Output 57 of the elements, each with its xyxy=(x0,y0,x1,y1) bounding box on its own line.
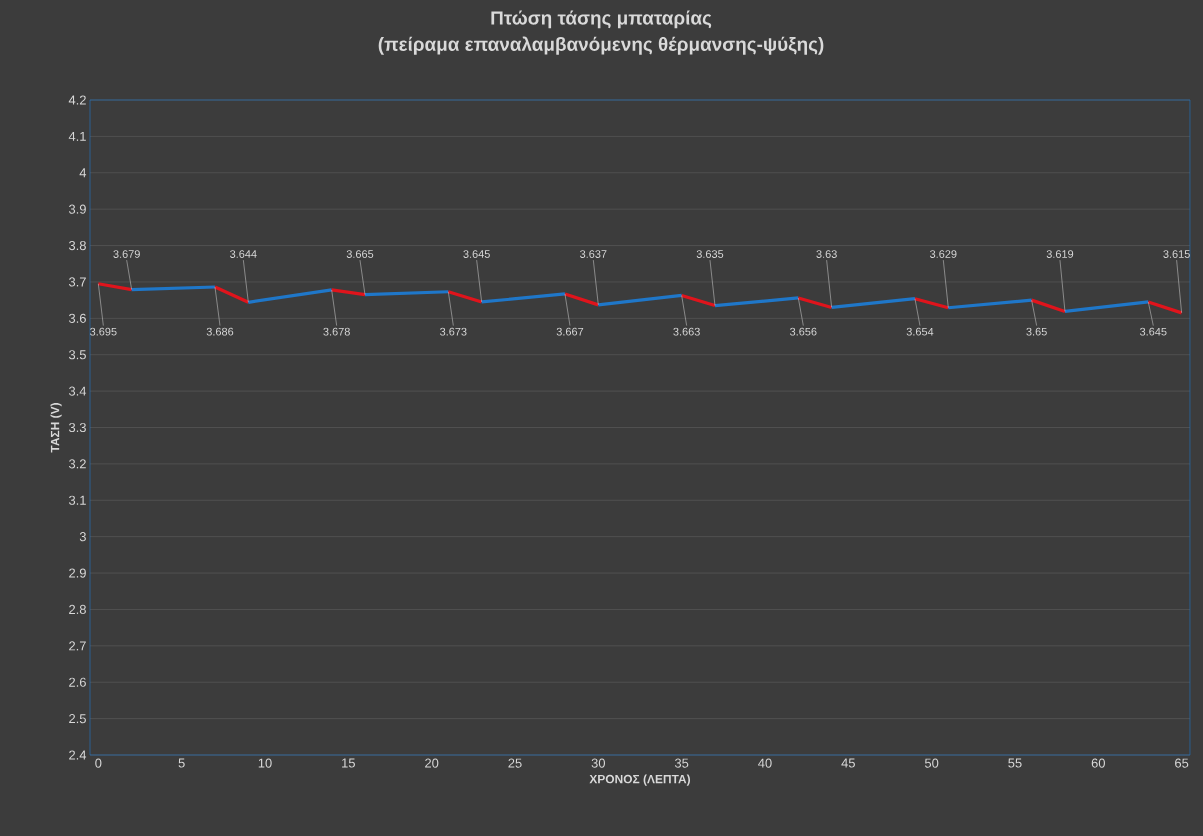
data-label: 3.644 xyxy=(230,250,257,258)
x-tick-label: 25 xyxy=(508,758,522,768)
y-tick-label: 3.8 xyxy=(68,240,86,251)
x-tick-label: 35 xyxy=(674,758,689,768)
data-label: 3.63 xyxy=(816,250,837,258)
y-tick-label: 2.7 xyxy=(69,641,86,651)
x-tick-label: 15 xyxy=(342,758,355,768)
x-tick-label: 10 xyxy=(258,758,272,768)
x-tick-label: 45 xyxy=(841,758,855,768)
x-tick-label: 5 xyxy=(178,758,185,768)
data-label: 3.645 xyxy=(1140,327,1167,336)
x-tick-label: 40 xyxy=(758,758,772,768)
y-tick-label: 2.6 xyxy=(69,677,86,687)
x-tick-label: 55 xyxy=(1008,758,1022,768)
y-tick-label: 2.5 xyxy=(69,714,86,724)
y-tick-label: 3.4 xyxy=(68,386,87,396)
y-tick-label: 4.1 xyxy=(68,131,86,141)
data-label: 3.673 xyxy=(440,327,467,336)
x-tick-label: 60 xyxy=(1091,758,1105,768)
y-tick-label: 3.1 xyxy=(68,495,86,505)
data-label: 3.678 xyxy=(323,327,350,336)
x-tick-label: 0 xyxy=(95,758,102,768)
y-tick-label: 3.2 xyxy=(68,459,86,469)
data-label: 3.619 xyxy=(1046,250,1074,258)
x-tick-label: 50 xyxy=(924,758,939,768)
x-tick-label: 65 xyxy=(1175,758,1189,768)
y-tick-label: 3.7 xyxy=(68,277,86,287)
y-tick-label: 3 xyxy=(79,532,86,542)
data-label: 3.645 xyxy=(463,250,490,258)
y-tick-label: 3.5 xyxy=(68,350,86,360)
data-label: 3.654 xyxy=(906,327,934,336)
y-tick-label: 4.2 xyxy=(68,95,86,105)
data-label: 3.679 xyxy=(113,250,140,258)
y-tick-label: 3.9 xyxy=(68,204,86,214)
data-label: 3.663 xyxy=(673,327,700,336)
y-tick-label: 3.6 xyxy=(68,313,86,323)
data-label: 3.695 xyxy=(90,327,117,336)
data-label: 3.635 xyxy=(696,250,724,258)
y-tick-label: 3.3 xyxy=(68,422,86,433)
data-label: 3.686 xyxy=(206,327,234,336)
data-label: 3.667 xyxy=(556,327,584,336)
chart-title: Πτώση τάσης μπαταρίας xyxy=(491,10,712,29)
y-tick-label: 2.9 xyxy=(69,568,86,578)
x-tick-label: 30 xyxy=(591,758,606,768)
data-label: 3.629 xyxy=(930,250,957,258)
data-label: 3.665 xyxy=(346,250,374,258)
y-tick-label: 2.4 xyxy=(69,750,87,760)
chart-subtitle: (πείραμα επαναλαμβανόμενης θέρμανσης-ψύξης) xyxy=(378,36,824,55)
data-label: 3.637 xyxy=(580,250,607,258)
x-axis-title: ΧΡΟΝΟΣ (ΛΕΠΤΑ) xyxy=(589,774,691,786)
x-tick-label: 20 xyxy=(425,758,439,768)
y-tick-label: 4 xyxy=(79,168,87,178)
data-label: 3.656 xyxy=(790,327,817,336)
data-label: 3.65 xyxy=(1026,327,1047,336)
data-label: 3.615 xyxy=(1163,250,1190,258)
y-axis-title: ΤΑΣΗ (V) xyxy=(50,403,62,453)
y-tick-label: 2.8 xyxy=(69,604,86,615)
